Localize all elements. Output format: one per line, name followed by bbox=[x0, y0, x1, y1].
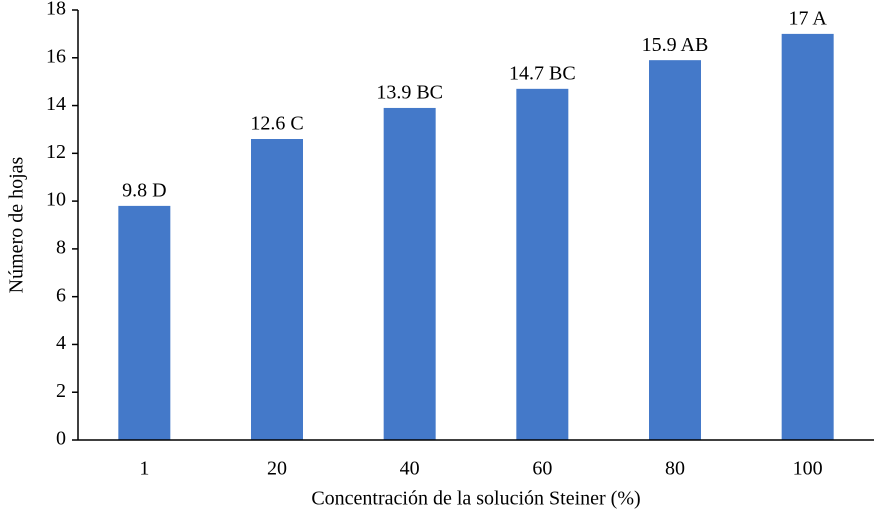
bar bbox=[251, 139, 303, 440]
bar bbox=[516, 88, 569, 440]
value-label: 12.6 C bbox=[250, 113, 303, 135]
y-tick-label: 6 bbox=[56, 284, 66, 306]
y-tick-label: 16 bbox=[46, 45, 66, 67]
value-label: 9.8 D bbox=[122, 179, 166, 201]
y-tick-label: 8 bbox=[56, 236, 66, 258]
x-tick-label: 100 bbox=[793, 458, 823, 480]
x-tick-label: 1 bbox=[139, 458, 149, 480]
x-tick-label: 20 bbox=[267, 458, 287, 480]
bar bbox=[118, 205, 171, 440]
y-tick-label: 14 bbox=[46, 93, 66, 115]
value-label: 15.9 AB bbox=[642, 34, 709, 56]
value-label: 13.9 BC bbox=[376, 82, 443, 104]
y-tick-label: 4 bbox=[56, 332, 66, 354]
y-tick-label: 0 bbox=[56, 428, 66, 450]
x-axis-label: Concentración de la solución Steiner (%) bbox=[311, 488, 640, 510]
value-label: 14.7 BC bbox=[509, 62, 576, 84]
value-label: 17 A bbox=[788, 7, 827, 29]
bar bbox=[383, 107, 436, 440]
x-tick-label: 80 bbox=[665, 458, 685, 480]
x-tick-label: 60 bbox=[532, 458, 552, 480]
y-tick-label: 12 bbox=[46, 141, 66, 163]
bar bbox=[781, 33, 834, 441]
bar bbox=[649, 60, 701, 441]
y-tick-label: 10 bbox=[46, 189, 66, 211]
y-tick-label: 2 bbox=[56, 380, 66, 402]
y-tick-label: 18 bbox=[46, 0, 66, 20]
x-tick-label: 40 bbox=[400, 458, 420, 480]
y-axis-label: Número de hojas bbox=[6, 156, 28, 293]
